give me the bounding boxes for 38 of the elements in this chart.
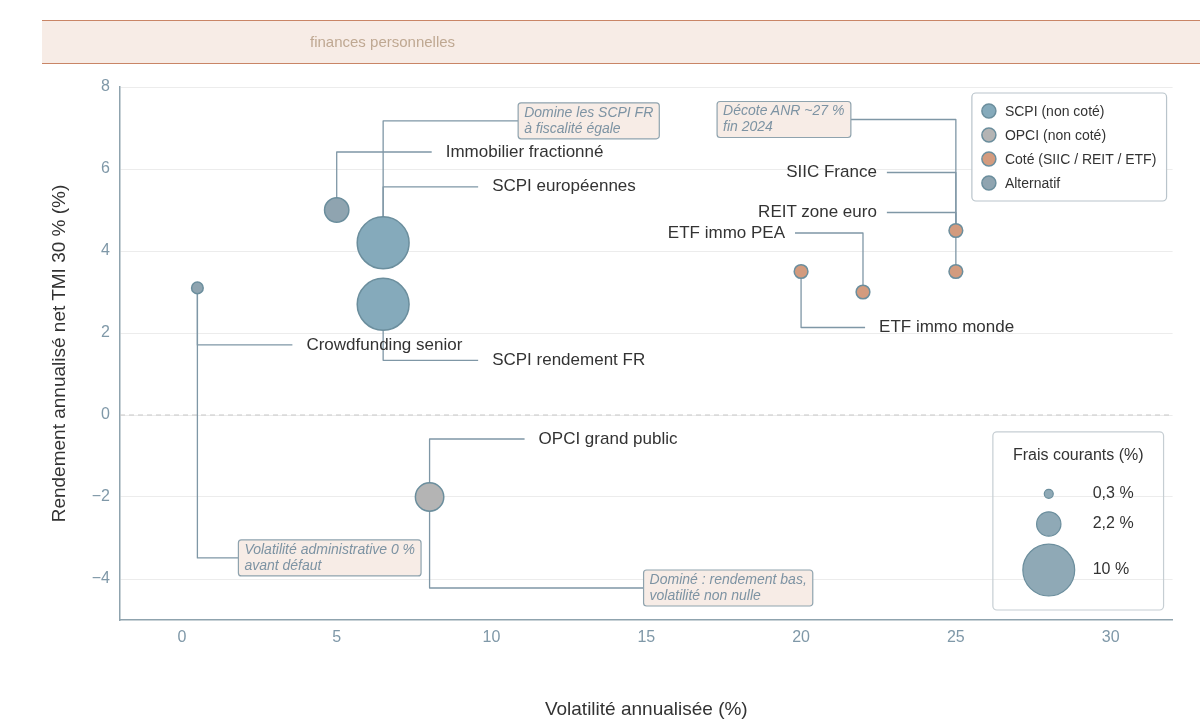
annotation: REIT zone euro <box>758 202 877 222</box>
y-tick-label: 4 <box>101 241 111 259</box>
legend-label: Coté (SIIC / REIT / ETF) <box>1004 150 1157 167</box>
annotation: Crowdfunding senior <box>306 334 463 354</box>
annotation: Volatilité administrative 0 % avant défaut <box>244 540 416 573</box>
y-tick-label: 6 <box>101 159 111 177</box>
annotation: SIIC France <box>786 162 877 182</box>
annotation: ETF immo monde <box>879 317 1015 337</box>
chart-subtitle: finances personnelles <box>310 33 456 50</box>
annotation: Dominé : rendement bas, volatilité non nulle <box>649 570 807 603</box>
x-axis-title: Volatilité annualisée (%) <box>544 697 748 719</box>
annotation: Immobilier fractionné <box>445 141 604 161</box>
annotation: Décote ANR ~27 % fin 2024 <box>723 102 845 135</box>
legend-title: Frais courants (%) <box>1012 446 1144 464</box>
y-tick-label: −4 <box>91 569 111 587</box>
x-tick-label: 5 <box>332 628 342 646</box>
annotation: SCPI européennes <box>492 176 636 196</box>
legend-label: 10 % <box>1092 560 1130 578</box>
y-tick-label: 8 <box>101 77 111 95</box>
y-tick-label: 2 <box>101 323 111 341</box>
y-tick-label: 0 <box>101 405 111 423</box>
x-tick-label: 15 <box>637 628 656 646</box>
x-tick-label: 0 <box>177 628 187 646</box>
legend-label: Alternatif <box>1004 174 1061 191</box>
y-tick-label: −2 <box>91 487 111 505</box>
x-tick-label: 20 <box>792 628 811 646</box>
y-axis-title: Rendement annualisé net TMI 30 % (%) <box>47 184 69 523</box>
x-tick-label: 30 <box>1101 628 1120 646</box>
x-tick-label: 10 <box>482 628 501 646</box>
annotation: Domine les SCPI FR à fiscalité égale <box>524 103 654 136</box>
annotation: SCPI rendement FR <box>492 349 646 369</box>
legend-label: 2,2 % <box>1092 514 1134 532</box>
x-tick-label: 25 <box>946 628 965 646</box>
annotation: ETF immo PEA <box>667 222 786 242</box>
legend-label: SCPI (non coté) <box>1004 102 1105 119</box>
legend-label: 0,3 % <box>1092 484 1134 502</box>
annotation: OPCI grand public <box>538 428 678 448</box>
legend-label: OPCI (non coté) <box>1004 126 1107 143</box>
